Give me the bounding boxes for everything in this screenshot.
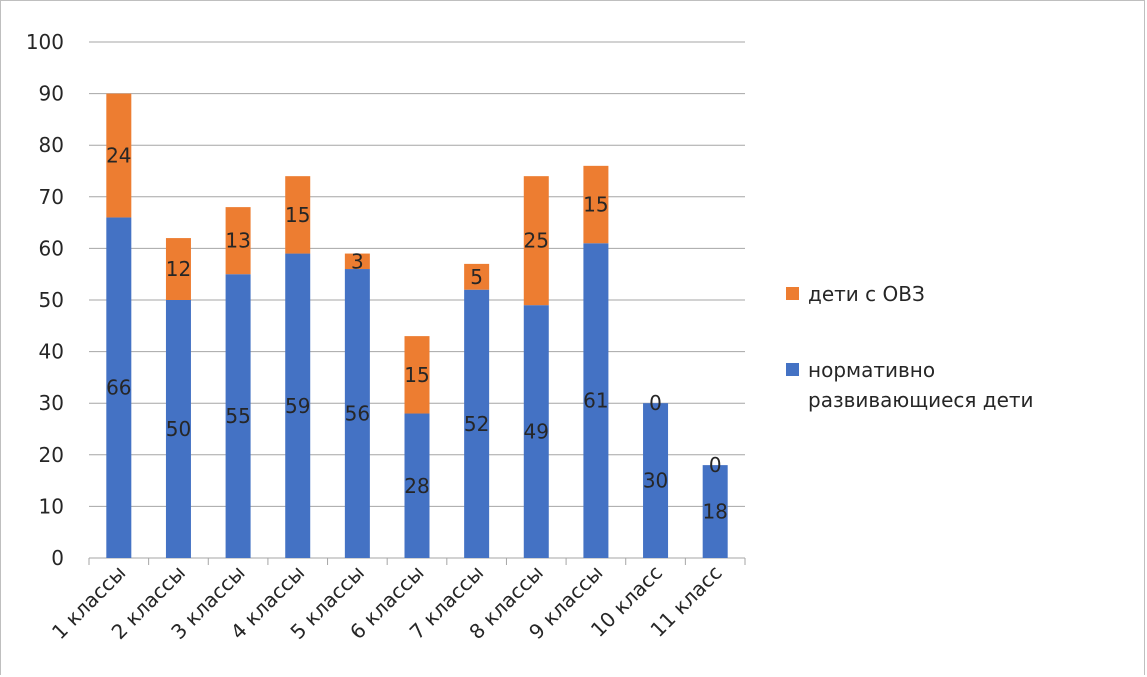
bar-ovz (344, 253, 370, 270)
bar-norm (106, 217, 132, 558)
y-tick-label: 20 (39, 443, 64, 467)
bar-ovz (523, 176, 549, 306)
data-label: 59 (285, 394, 310, 418)
bar-norm (464, 289, 490, 558)
data-label: 61 (583, 389, 608, 413)
data-label: 66 (106, 376, 131, 400)
data-label: 28 (404, 474, 429, 498)
data-label: 52 (464, 412, 489, 436)
y-tick-label: 70 (39, 185, 64, 209)
bar-ovz (464, 263, 490, 290)
data-label: 24 (106, 144, 131, 168)
y-tick-label: 0 (51, 546, 64, 570)
bar-norm (702, 465, 728, 558)
data-label: 55 (225, 404, 250, 428)
legend-label-ovz: дети с ОВЗ (808, 282, 925, 306)
data-label: 50 (166, 417, 191, 441)
data-label: 0 (709, 453, 722, 477)
y-tick-label: 40 (39, 340, 64, 364)
bar-ovz (225, 207, 251, 275)
bar-norm (344, 269, 370, 558)
y-tick-label: 60 (39, 236, 64, 260)
y-tick-label: 50 (39, 288, 64, 312)
y-tick-label: 10 (39, 494, 64, 518)
bar-norm (225, 274, 251, 558)
data-label: 15 (583, 193, 608, 217)
bar-ovz (404, 336, 430, 414)
data-label: 15 (404, 363, 429, 387)
data-label: 56 (345, 402, 370, 426)
data-label: 30 (643, 469, 668, 493)
data-label: 0 (649, 391, 662, 415)
y-tick-label: 80 (39, 133, 64, 157)
data-label: 18 (702, 500, 727, 524)
bar-norm (285, 253, 311, 558)
data-label: 5 (470, 265, 483, 289)
y-tick-label: 30 (39, 391, 64, 415)
bar-ovz (106, 93, 132, 218)
y-tick-label: 100 (26, 30, 64, 54)
bar-norm (583, 243, 609, 559)
bar-norm (523, 305, 549, 558)
data-label: 25 (524, 229, 549, 253)
y-tick-label: 90 (39, 82, 64, 106)
data-label: 13 (225, 229, 250, 253)
bar-norm (165, 300, 191, 558)
legend-swatch-ovz (786, 287, 799, 300)
data-label: 3 (351, 249, 364, 273)
data-label: 15 (285, 203, 310, 227)
bar-ovz (165, 238, 191, 300)
bar-norm (404, 413, 430, 558)
data-label: 49 (524, 420, 549, 444)
legend-swatch-norm (786, 363, 799, 376)
legend-label-norm: нормативно развивающиеся дети (808, 358, 1034, 412)
bar-norm (643, 403, 669, 558)
bar-ovz (583, 165, 609, 244)
data-label: 12 (166, 257, 191, 281)
bar-ovz (285, 176, 311, 254)
